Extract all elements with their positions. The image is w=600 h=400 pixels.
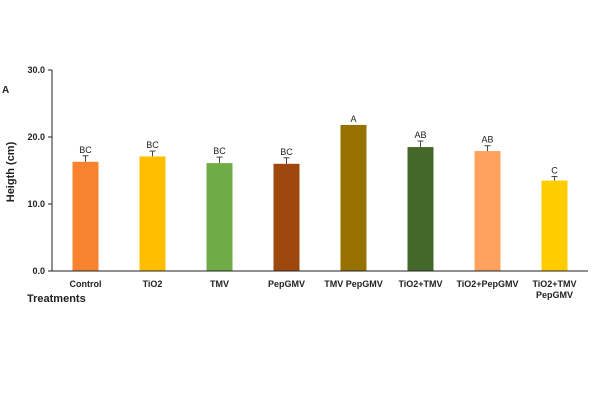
- category-label: TiO2+PepGMV: [456, 279, 518, 289]
- y-tick-label: 10.0: [27, 199, 45, 209]
- significance-label: C: [551, 166, 558, 176]
- bar: [340, 124, 367, 271]
- category-label: TMV: [210, 279, 229, 289]
- bar: [206, 163, 233, 271]
- category-label: TMV PepGMV: [324, 279, 383, 289]
- significance-label: AB: [481, 135, 493, 145]
- bar: [407, 147, 434, 271]
- y-tick-label: 30.0: [27, 65, 45, 75]
- x-axis-title: Treatments: [27, 293, 86, 305]
- significance-label: BC: [213, 146, 226, 156]
- category-label: TiO2+TMV: [398, 279, 442, 289]
- category-label: TiO2: [143, 279, 163, 289]
- category-label: TiO2+TMV PepGMV: [532, 279, 576, 300]
- y-axis-title: Heigth (cm): [5, 141, 17, 202]
- bar: [72, 161, 99, 271]
- panel-label: A: [2, 85, 9, 96]
- category-label: PepGMV: [268, 279, 305, 289]
- bar: [139, 156, 166, 271]
- y-tick-label: 0.0: [32, 266, 45, 276]
- significance-label: A: [350, 114, 356, 124]
- significance-label: BC: [146, 140, 159, 150]
- bar: [273, 163, 300, 271]
- category-label: Control: [70, 279, 102, 289]
- significance-label: BC: [280, 147, 293, 157]
- significance-label: BC: [79, 145, 92, 155]
- bar: [474, 151, 501, 271]
- bar: [541, 180, 568, 271]
- y-tick-label: 20.0: [27, 132, 45, 142]
- significance-label: AB: [414, 130, 426, 140]
